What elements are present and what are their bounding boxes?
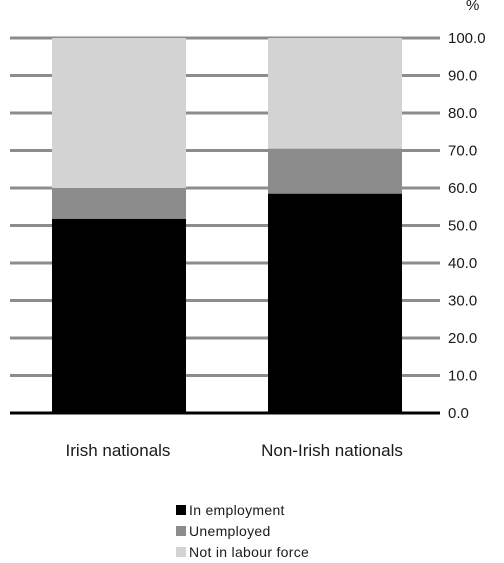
y-tick-label: 70.0 [448,143,477,160]
legend-item-unemployed: Unemployed [176,520,309,541]
legend-label-not-in-labour-force: Not in labour force [189,543,310,560]
y-tick-label: 40.0 [448,255,477,272]
x-category-label: Non-Irish nationals [261,441,403,460]
y-tick-label: 80.0 [448,105,477,122]
legend-item-not-in-labour-force: Not in labour force [176,541,309,562]
legend: In employment Unemployed Not in labour f… [176,499,309,562]
legend-label-unemployed: Unemployed [189,522,271,539]
legend-label-in-employment: In employment [189,501,285,518]
legend-swatch-unemployed [176,525,186,536]
bar-non-irish-nationals-not-in-labour-force [268,38,402,149]
bar-irish-nationals-not-in-labour-force [52,38,186,188]
y-tick-label: 60.0 [448,180,477,197]
y-unit-label: % [466,0,479,14]
x-category-label: Irish nationals [66,441,171,460]
bar-non-irish-nationals-unemployed [268,148,402,194]
y-tick-label: 20.0 [448,330,477,347]
legend-swatch-not-in-labour-force [176,546,186,557]
legend-item-in-employment: In employment [176,499,309,520]
y-tick-label: 100.0 [448,30,486,47]
y-tick-label: 10.0 [448,368,477,385]
bar-non-irish-nationals-in-employment [268,193,402,413]
y-tick-label: 0.0 [448,405,469,422]
bar-irish-nationals-unemployed [52,188,186,219]
y-tick-label: 50.0 [448,218,477,235]
y-tick-label: 30.0 [448,293,477,310]
legend-swatch-in-employment [176,504,186,515]
y-tick-label: 90.0 [448,68,477,85]
bar-irish-nationals-in-employment [52,218,186,413]
